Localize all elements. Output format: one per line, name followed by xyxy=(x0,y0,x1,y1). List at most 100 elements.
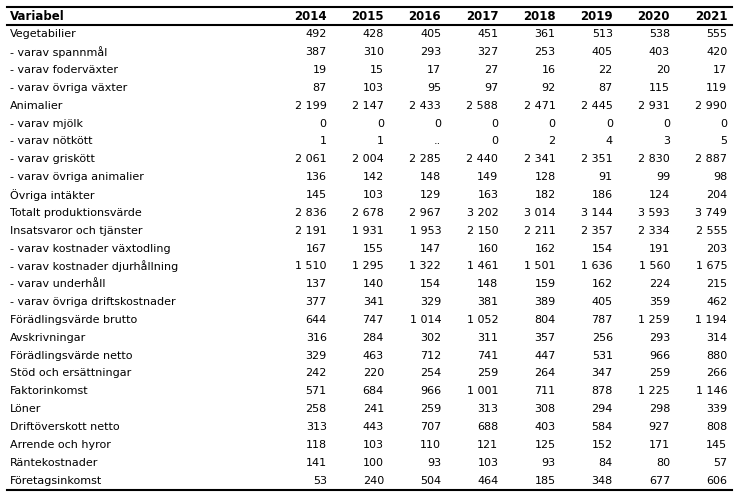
Text: 2 887: 2 887 xyxy=(695,154,727,164)
Text: Insatsvaror och tjänster: Insatsvaror och tjänster xyxy=(10,226,142,236)
Text: 119: 119 xyxy=(706,83,727,93)
Text: 100: 100 xyxy=(363,458,384,468)
Text: 880: 880 xyxy=(706,350,727,361)
Text: - varav övriga växter: - varav övriga växter xyxy=(10,83,127,93)
Text: 3 202: 3 202 xyxy=(466,208,498,218)
Text: 148: 148 xyxy=(477,279,498,289)
Text: Totalt produktionsvärde: Totalt produktionsvärde xyxy=(10,208,141,218)
Text: - varav övriga animalier: - varav övriga animalier xyxy=(10,172,143,182)
Text: 293: 293 xyxy=(649,333,670,343)
Text: 19: 19 xyxy=(313,65,327,75)
Text: 311: 311 xyxy=(477,333,498,343)
Text: 121: 121 xyxy=(477,440,498,450)
Text: 504: 504 xyxy=(420,476,441,486)
Text: 16: 16 xyxy=(542,65,556,75)
Text: 124: 124 xyxy=(649,190,670,200)
Text: 348: 348 xyxy=(591,476,613,486)
Text: 359: 359 xyxy=(649,297,670,307)
Text: 313: 313 xyxy=(477,404,498,414)
Text: 1 501: 1 501 xyxy=(524,261,556,271)
Text: - varav spannmål: - varav spannmål xyxy=(10,46,107,58)
Text: 361: 361 xyxy=(534,29,556,39)
Text: 2 285: 2 285 xyxy=(409,154,441,164)
Text: 403: 403 xyxy=(649,47,670,57)
Text: ..: .. xyxy=(434,136,441,147)
Text: 155: 155 xyxy=(363,244,384,253)
Text: 3 144: 3 144 xyxy=(581,208,613,218)
Text: 294: 294 xyxy=(591,404,613,414)
Text: 927: 927 xyxy=(649,422,670,432)
Text: 1 295: 1 295 xyxy=(353,261,384,271)
Text: 1 322: 1 322 xyxy=(409,261,441,271)
Text: 147: 147 xyxy=(420,244,441,253)
Text: 98: 98 xyxy=(713,172,727,182)
Text: 405: 405 xyxy=(420,29,441,39)
Text: 0: 0 xyxy=(320,118,327,129)
Text: 242: 242 xyxy=(305,368,327,379)
Text: 103: 103 xyxy=(363,190,384,200)
Text: 538: 538 xyxy=(649,29,670,39)
Text: 555: 555 xyxy=(706,29,727,39)
Text: 17: 17 xyxy=(427,65,441,75)
Text: 2019: 2019 xyxy=(580,10,613,23)
Text: 20: 20 xyxy=(656,65,670,75)
Text: 711: 711 xyxy=(534,386,556,396)
Text: 298: 298 xyxy=(649,404,670,414)
Text: 2 967: 2 967 xyxy=(409,208,441,218)
Text: Löner: Löner xyxy=(10,404,41,414)
Text: 3 014: 3 014 xyxy=(524,208,556,218)
Text: Stöd och ersättningar: Stöd och ersättningar xyxy=(10,368,131,379)
Text: 389: 389 xyxy=(534,297,556,307)
Text: 447: 447 xyxy=(534,350,556,361)
Text: 339: 339 xyxy=(706,404,727,414)
Text: 606: 606 xyxy=(706,476,727,486)
Text: 584: 584 xyxy=(591,422,613,432)
Text: 341: 341 xyxy=(363,297,384,307)
Text: 1 014: 1 014 xyxy=(409,315,441,325)
Text: 0: 0 xyxy=(491,118,498,129)
Text: 136: 136 xyxy=(306,172,327,182)
Text: 203: 203 xyxy=(706,244,727,253)
Text: 137: 137 xyxy=(306,279,327,289)
Text: 403: 403 xyxy=(534,422,556,432)
Text: 2 555: 2 555 xyxy=(695,226,727,236)
Text: 2016: 2016 xyxy=(409,10,441,23)
Text: 186: 186 xyxy=(592,190,613,200)
Text: 163: 163 xyxy=(477,190,498,200)
Text: 2 990: 2 990 xyxy=(695,101,727,111)
Text: 167: 167 xyxy=(306,244,327,253)
Text: 93: 93 xyxy=(427,458,441,468)
Text: Avskrivningar: Avskrivningar xyxy=(10,333,86,343)
Text: 3: 3 xyxy=(663,136,670,147)
Text: 160: 160 xyxy=(477,244,498,253)
Text: 377: 377 xyxy=(305,297,327,307)
Text: 329: 329 xyxy=(305,350,327,361)
Text: 787: 787 xyxy=(591,315,613,325)
Text: 316: 316 xyxy=(306,333,327,343)
Text: Driftöverskott netto: Driftöverskott netto xyxy=(10,422,119,432)
Text: 2014: 2014 xyxy=(294,10,327,23)
Text: 313: 313 xyxy=(306,422,327,432)
Text: 258: 258 xyxy=(305,404,327,414)
Text: 0: 0 xyxy=(663,118,670,129)
Text: 259: 259 xyxy=(477,368,498,379)
Text: 878: 878 xyxy=(591,386,613,396)
Text: 154: 154 xyxy=(592,244,613,253)
Text: 118: 118 xyxy=(306,440,327,450)
Text: 115: 115 xyxy=(649,83,670,93)
Text: 204: 204 xyxy=(706,190,727,200)
Text: 2 678: 2 678 xyxy=(352,208,384,218)
Text: 264: 264 xyxy=(534,368,556,379)
Text: 1: 1 xyxy=(377,136,384,147)
Text: 3 749: 3 749 xyxy=(695,208,727,218)
Text: 103: 103 xyxy=(477,458,498,468)
Text: 1 461: 1 461 xyxy=(467,261,498,271)
Text: 2: 2 xyxy=(548,136,556,147)
Text: 462: 462 xyxy=(706,297,727,307)
Text: 571: 571 xyxy=(306,386,327,396)
Text: 0: 0 xyxy=(721,118,727,129)
Text: 2 471: 2 471 xyxy=(524,101,556,111)
Text: 129: 129 xyxy=(420,190,441,200)
Text: - varav underhåll: - varav underhåll xyxy=(10,279,105,289)
Text: - varav kostnader djurhållning: - varav kostnader djurhållning xyxy=(10,260,178,272)
